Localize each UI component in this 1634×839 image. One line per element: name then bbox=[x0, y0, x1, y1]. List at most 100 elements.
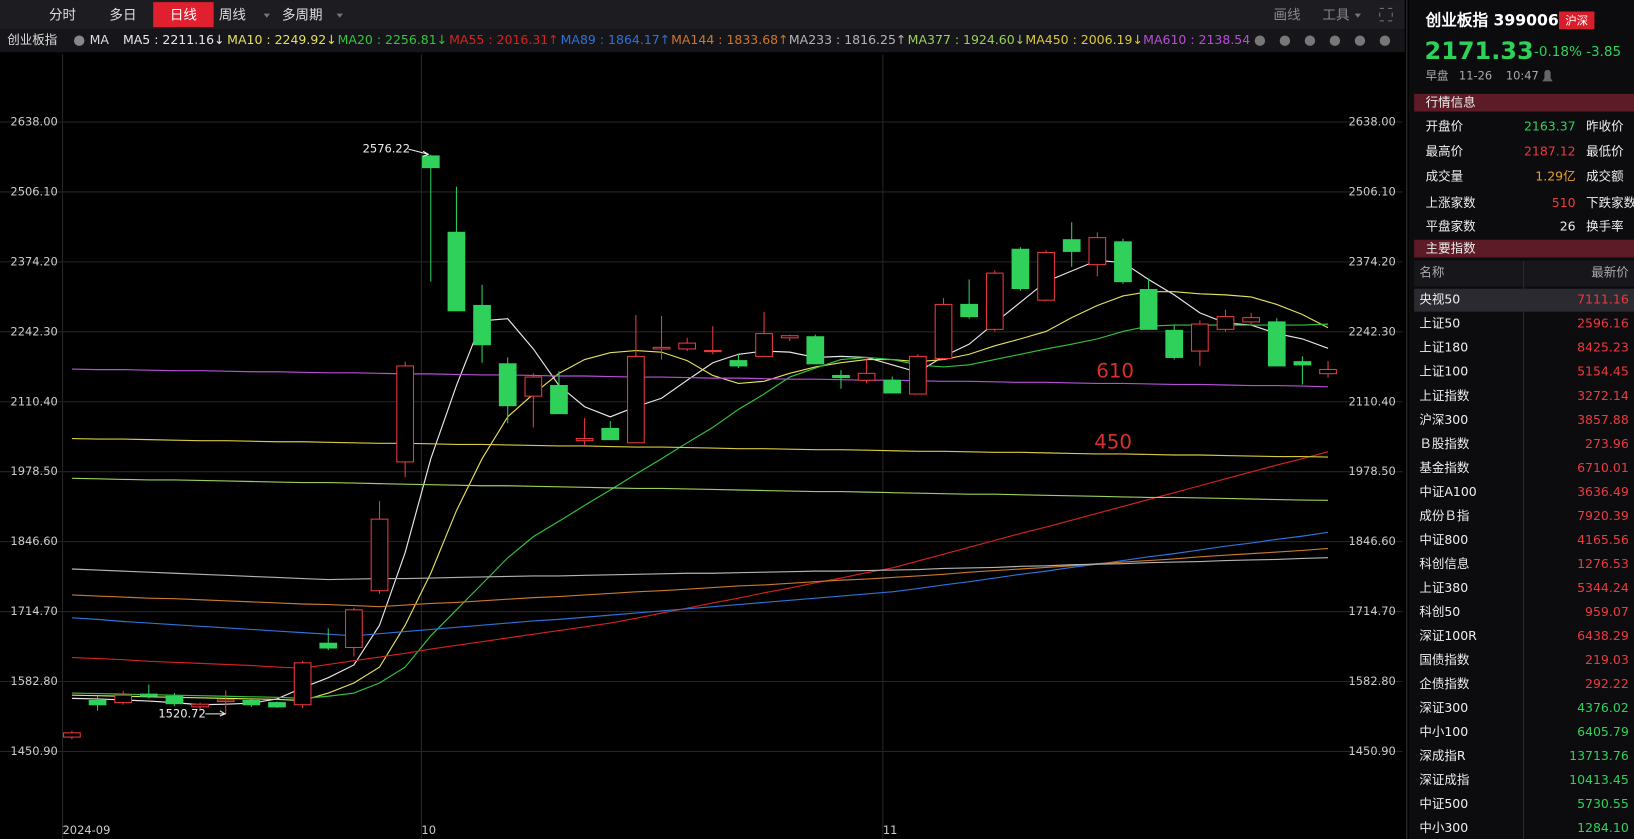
index-value[interactable]: 6438.29 bbox=[1577, 628, 1629, 643]
y-tick-label: 1582.80 bbox=[10, 674, 57, 688]
ma-line bbox=[71, 437, 1329, 458]
tool[interactable]: 工具 bbox=[1322, 8, 1350, 24]
tool[interactable]: 画线 bbox=[1273, 8, 1301, 24]
candle-body bbox=[652, 346, 671, 350]
quote-label: 成交额 bbox=[1586, 169, 1624, 184]
index-name[interactable]: 沪深300 bbox=[1419, 412, 1468, 427]
legend-entry: MA10 : 2249.92↓ bbox=[227, 32, 337, 47]
icon[interactable] bbox=[1254, 35, 1266, 46]
icon[interactable] bbox=[1379, 35, 1391, 46]
legend-entry: MA233 : 1816.25↑ bbox=[789, 32, 907, 47]
index-name[interactable]: 中证800 bbox=[1419, 532, 1468, 547]
index-name[interactable]: 央视50 bbox=[1419, 292, 1460, 307]
index-value[interactable]: 6710.01 bbox=[1577, 460, 1629, 475]
tab[interactable]: 日线 bbox=[170, 8, 198, 24]
index-name[interactable]: 企债指数 bbox=[1419, 676, 1470, 691]
index-name[interactable]: 基金指数 bbox=[1419, 460, 1470, 475]
index-name[interactable]: 中证500 bbox=[1419, 796, 1468, 811]
index-value[interactable]: 4376.02 bbox=[1577, 700, 1629, 715]
icon[interactable] bbox=[1304, 35, 1316, 46]
index-value[interactable]: 292.22 bbox=[1585, 676, 1629, 691]
index-value[interactable]: 1284.10 bbox=[1577, 820, 1629, 835]
tab[interactable]: 多日 bbox=[109, 7, 136, 24]
index-name[interactable]: 科创信息 bbox=[1419, 556, 1469, 571]
index-name[interactable]: 中小300 bbox=[1419, 820, 1468, 835]
index-name[interactable]: 深证300 bbox=[1419, 700, 1468, 715]
section-bar bbox=[1414, 93, 1634, 112]
index-name[interactable]: 国债指数 bbox=[1419, 652, 1470, 667]
index-value[interactable]: 959.07 bbox=[1585, 604, 1629, 619]
index-value[interactable]: 5344.24 bbox=[1577, 580, 1629, 595]
index-value[interactable]: 4165.56 bbox=[1577, 532, 1629, 547]
index-name[interactable]: 中证A100 bbox=[1419, 484, 1476, 499]
index-value[interactable]: 13713.76 bbox=[1569, 748, 1629, 763]
index-name[interactable]: 上证100 bbox=[1419, 364, 1468, 379]
index-value[interactable]: 1276.53 bbox=[1577, 556, 1629, 571]
index-name[interactable]: 上证指数 bbox=[1419, 388, 1470, 403]
bell-icon[interactable] bbox=[1542, 69, 1553, 82]
column-header: 名称 bbox=[1419, 265, 1444, 280]
index-name[interactable]: 上证50 bbox=[1419, 316, 1460, 331]
index-value[interactable]: 3272.14 bbox=[1577, 388, 1629, 403]
candle-body bbox=[1037, 251, 1055, 301]
legend-entry: MA55 : 2016.31↑ bbox=[449, 32, 559, 47]
tab[interactable]: 周线 bbox=[219, 8, 247, 24]
indicator[interactable]: MA bbox=[90, 32, 110, 47]
indicator-menu-icon[interactable] bbox=[73, 35, 85, 46]
candle-body bbox=[806, 336, 825, 365]
candle-body bbox=[1319, 368, 1337, 375]
quote-value: 2187.12 bbox=[1524, 144, 1576, 159]
candle-body bbox=[1293, 361, 1312, 366]
icon[interactable] bbox=[1279, 35, 1291, 46]
index-value[interactable]: 7111.16 bbox=[1577, 292, 1629, 307]
index-value[interactable]: 2596.16 bbox=[1577, 316, 1629, 331]
y-tick-label: 1978.50 bbox=[10, 464, 57, 478]
legend-entry: MA610 : 2138.54 bbox=[1143, 32, 1250, 47]
candle-body bbox=[473, 304, 491, 346]
index-name[interactable]: 中小100 bbox=[1419, 724, 1468, 739]
tab[interactable]: 多周期 bbox=[282, 7, 323, 24]
fullscreen-icon[interactable] bbox=[1379, 7, 1393, 22]
quote-label: 换手率 bbox=[1586, 219, 1624, 234]
index-name[interactable]: Ｂ股指数 bbox=[1419, 436, 1470, 451]
section-bar bbox=[1414, 239, 1634, 258]
index-name[interactable]: 深成指R bbox=[1419, 748, 1466, 763]
tab[interactable]: 分时 bbox=[49, 8, 77, 24]
icon[interactable] bbox=[1354, 35, 1366, 46]
annotation-arrow bbox=[205, 710, 227, 717]
annotation: 610 bbox=[1096, 360, 1134, 383]
index-value[interactable]: 273.96 bbox=[1585, 436, 1629, 451]
index-name[interactable]: 上证380 bbox=[1419, 580, 1468, 595]
y-tick-label: 1846.60 bbox=[1348, 534, 1395, 548]
quote-value: 1.29亿 bbox=[1535, 169, 1575, 184]
icon[interactable] bbox=[1329, 35, 1341, 46]
chart: 1450.90 1450.90 1582.80 1582.80 1714.70 1714.… bbox=[0, 54, 1403, 839]
index-value[interactable]: 10413.45 bbox=[1569, 772, 1629, 787]
index-value[interactable]: 219.03 bbox=[1585, 652, 1629, 667]
y-tick-label: 2110.40 bbox=[10, 394, 57, 408]
candle-body bbox=[139, 693, 158, 697]
y-tick-label: 1714.70 bbox=[10, 604, 57, 618]
x-tick-label: 10 bbox=[421, 823, 436, 837]
index-value[interactable]: 5154.45 bbox=[1577, 364, 1629, 379]
index-name[interactable]: 成份Ｂ指 bbox=[1419, 508, 1469, 523]
candle-body bbox=[242, 699, 261, 706]
index-value[interactable]: 7920.39 bbox=[1577, 508, 1629, 523]
y-tick-label: 2242.30 bbox=[10, 324, 57, 338]
index-name[interactable]: 科创50 bbox=[1419, 604, 1460, 619]
index-value[interactable]: 3636.49 bbox=[1577, 484, 1629, 499]
candle-body bbox=[1191, 323, 1209, 352]
legend-entry: MA377 : 1924.60↓ bbox=[908, 32, 1026, 47]
ma-line bbox=[71, 531, 1329, 637]
index-name[interactable]: 上证180 bbox=[1419, 340, 1468, 355]
index-value[interactable]: 6405.79 bbox=[1577, 724, 1629, 739]
index-name[interactable]: 深证成指 bbox=[1419, 772, 1469, 787]
index-value[interactable]: 5730.55 bbox=[1577, 796, 1629, 811]
index-name[interactable]: 深证100R bbox=[1419, 628, 1477, 643]
index-value[interactable]: 3857.88 bbox=[1577, 412, 1629, 427]
index-value[interactable]: 8425.23 bbox=[1577, 340, 1629, 355]
ma-line bbox=[71, 323, 1329, 699]
legend-entry: MA144 : 1833.68↑ bbox=[671, 32, 789, 47]
quote-label: 昨收价 bbox=[1586, 119, 1624, 134]
